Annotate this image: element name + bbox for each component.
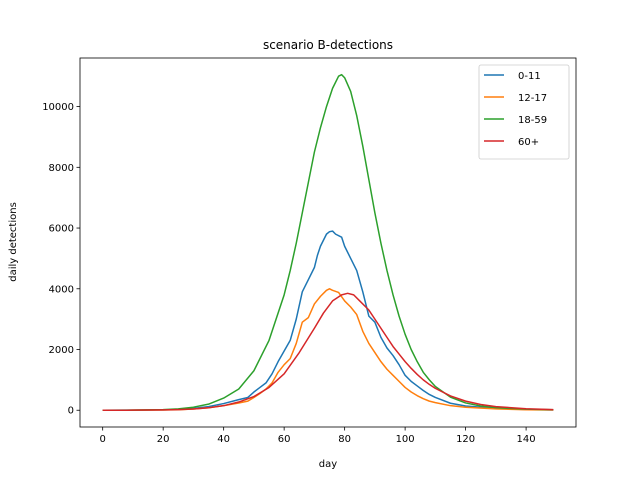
legend-label-12-17: 12-17	[518, 93, 547, 104]
x-tick-label: 20	[157, 434, 170, 445]
x-tick-label: 60	[278, 434, 291, 445]
plot-area	[79, 57, 577, 428]
y-tick-label: 4000	[49, 284, 74, 295]
plot-frame	[79, 57, 577, 428]
y-tick-label: 8000	[49, 163, 74, 174]
y-tick-label: 2000	[49, 345, 74, 356]
x-axis-label: day	[319, 459, 337, 470]
x-tick-label: 100	[396, 434, 415, 445]
x-tick-label: 80	[338, 434, 351, 445]
x-tick-label: 120	[456, 434, 475, 445]
x-axis: 0 20 40 60 80 100 120 140	[99, 427, 536, 445]
y-axis: 0 2000 4000 6000 8000 10000	[42, 102, 80, 417]
y-tick-label: 0	[68, 406, 74, 417]
x-tick-label: 140	[517, 434, 536, 445]
series-line-0-11	[102, 230, 554, 411]
chart-title: scenario B-detections	[263, 38, 393, 52]
series-line-60+	[102, 292, 554, 411]
legend-label-60+: 60+	[518, 137, 539, 148]
y-tick-label: 6000	[49, 224, 74, 235]
series-line-12-17	[102, 288, 554, 411]
legend-label-18-59: 18-59	[518, 115, 547, 126]
y-axis-label: daily detections	[8, 202, 19, 282]
legend: 0-11 12-17 18-59 60+	[478, 64, 570, 160]
y-tick-label: 10000	[42, 102, 74, 113]
series-line-18-59	[102, 73, 554, 411]
legend-label-0-11: 0-11	[518, 71, 541, 82]
x-tick-label: 0	[99, 434, 105, 445]
x-tick-label: 40	[217, 434, 230, 445]
legend-box	[478, 64, 570, 160]
